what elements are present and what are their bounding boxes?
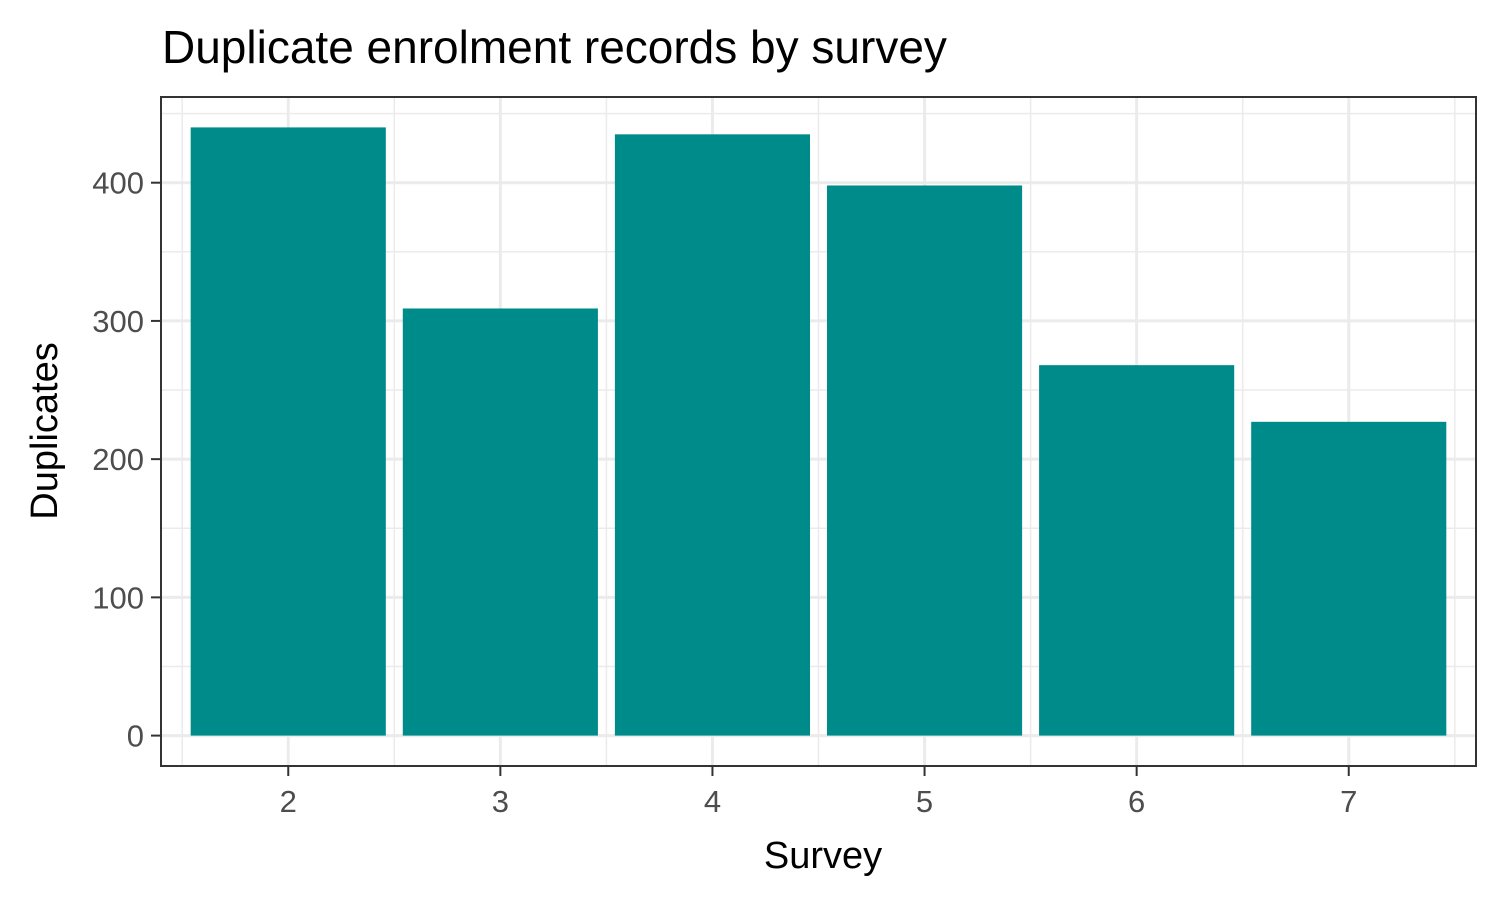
x-tick-label: 4 [704,784,721,819]
y-tick-label: 0 [127,719,144,754]
bar-survey-4 [614,134,811,736]
x-tick-label: 3 [492,784,509,819]
x-axis: 2 3 4 5 6 7 [280,766,1357,819]
x-axis-title: Survey [764,835,882,877]
y-tick-label: 300 [92,304,144,339]
x-tick-label: 5 [916,784,933,819]
y-tick-label: 200 [92,442,144,477]
bars [190,127,1447,736]
y-axis-title: Duplicates [24,342,66,519]
bar-survey-3 [402,308,598,736]
y-tick-label: 100 [92,580,144,615]
bar-survey-7 [1251,421,1447,736]
x-tick-label: 6 [1128,784,1145,819]
y-tick-label: 400 [92,166,144,201]
bar-survey-6 [1039,365,1235,736]
x-tick-label: 7 [1340,784,1357,819]
bar-survey-2 [190,127,386,736]
y-axis: 0 100 200 300 400 [92,166,161,754]
chart-title: Duplicate enrolment records by survey [162,21,947,73]
x-tick-label: 2 [280,784,297,819]
bar-survey-5 [826,185,1023,736]
panel-border [160,96,1477,767]
